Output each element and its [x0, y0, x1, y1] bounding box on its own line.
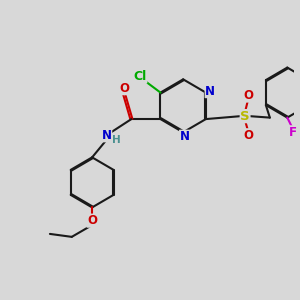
Text: O: O — [243, 89, 253, 102]
Text: Cl: Cl — [134, 70, 147, 83]
Text: N: N — [205, 85, 215, 98]
Text: H: H — [112, 135, 121, 145]
Text: O: O — [119, 82, 129, 95]
Text: O: O — [87, 214, 97, 227]
Text: N: N — [180, 130, 190, 143]
Text: F: F — [289, 126, 297, 139]
Text: S: S — [240, 110, 250, 123]
Text: N: N — [102, 129, 112, 142]
Text: O: O — [243, 129, 253, 142]
